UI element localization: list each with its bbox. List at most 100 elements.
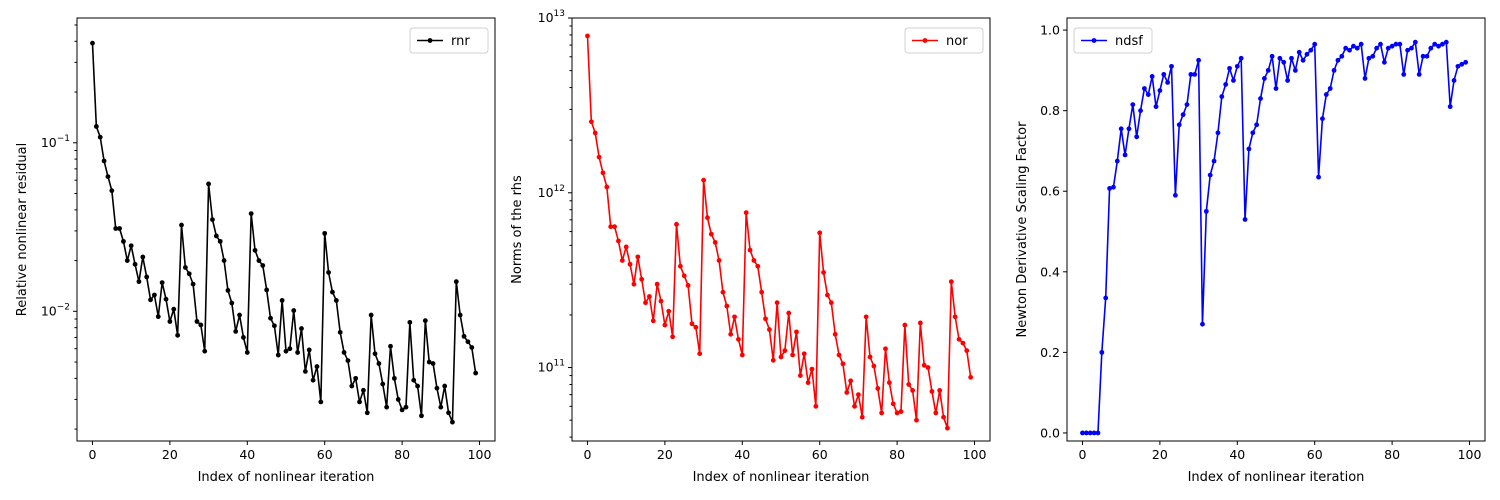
data-point xyxy=(1420,53,1426,59)
data-point xyxy=(948,279,954,285)
data-point xyxy=(333,298,339,303)
data-point xyxy=(1138,108,1143,114)
data-point xyxy=(306,347,312,353)
data-point xyxy=(1447,104,1453,110)
data-point xyxy=(910,388,915,393)
y-tick-label: 0.6 xyxy=(1040,184,1060,199)
data-point xyxy=(786,310,792,316)
data-point xyxy=(1099,349,1105,355)
data-point xyxy=(770,357,776,363)
data-point xyxy=(155,314,161,320)
data-point xyxy=(1463,59,1469,65)
data-point xyxy=(450,419,455,425)
data-point xyxy=(852,403,857,409)
data-point xyxy=(1436,43,1441,49)
data-point xyxy=(136,279,142,285)
data-point xyxy=(705,215,710,221)
data-point xyxy=(1126,126,1132,132)
data-point xyxy=(1335,57,1341,63)
data-point xyxy=(782,348,788,354)
data-point xyxy=(1285,78,1291,83)
data-point xyxy=(291,308,297,313)
data-point xyxy=(318,399,324,405)
data-point xyxy=(1401,72,1407,77)
data-point xyxy=(341,350,347,355)
data-point xyxy=(384,404,390,410)
data-point xyxy=(422,318,428,324)
data-point xyxy=(631,281,637,287)
data-point xyxy=(93,124,99,129)
subplot-3: 0 20 40 60 80 100 0.0 0.2 0.4 0.6 0.8 1.0 Index of n… xyxy=(1015,17,1486,485)
data-point xyxy=(349,383,355,389)
data-point xyxy=(1416,72,1422,77)
data-point xyxy=(1281,59,1287,65)
series-line-nor xyxy=(586,35,972,429)
data-point xyxy=(167,319,173,324)
data-point xyxy=(1393,41,1399,47)
plot-frame xyxy=(1066,17,1486,442)
data-point xyxy=(217,238,223,244)
legend-label: ndsf xyxy=(1115,34,1143,49)
data-point xyxy=(159,280,165,286)
data-point xyxy=(1327,86,1333,91)
data-point xyxy=(1211,158,1217,164)
data-point xyxy=(1250,130,1256,136)
data-point xyxy=(244,350,250,355)
data-point xyxy=(1200,321,1205,327)
data-point xyxy=(1207,172,1213,178)
data-point xyxy=(1424,53,1430,59)
data-point xyxy=(790,352,796,358)
data-point xyxy=(194,319,200,324)
data-point xyxy=(330,289,335,295)
x-tick-label: 100 xyxy=(1458,447,1482,462)
data-point xyxy=(90,40,95,46)
data-point xyxy=(376,361,382,366)
data-point xyxy=(1397,41,1403,47)
data-point xyxy=(1087,430,1093,436)
data-point xyxy=(1149,74,1155,79)
data-point xyxy=(968,374,974,380)
data-point xyxy=(697,351,703,357)
data-point xyxy=(681,273,687,279)
data-point xyxy=(941,414,946,420)
data-point xyxy=(1180,112,1186,118)
data-point xyxy=(616,238,621,244)
data-point xyxy=(264,287,270,293)
data-point xyxy=(836,352,842,358)
data-point xyxy=(337,329,343,335)
x-axis-label: Index of nonlinear iteration xyxy=(1188,470,1365,485)
data-point xyxy=(430,361,436,366)
data-point xyxy=(914,417,919,423)
data-point xyxy=(662,322,668,328)
data-point xyxy=(121,238,126,244)
x-tick-label: 0 xyxy=(89,447,97,462)
data-point xyxy=(1273,86,1279,91)
data-point xyxy=(415,383,420,389)
data-point xyxy=(326,270,331,275)
data-point xyxy=(724,303,730,309)
data-point xyxy=(260,263,266,268)
data-point xyxy=(1219,94,1225,99)
data-point xyxy=(945,425,950,431)
data-point xyxy=(171,306,177,312)
data-point xyxy=(105,174,111,179)
data-point xyxy=(1122,152,1128,158)
data-point xyxy=(859,414,865,420)
y-tick-label: 10−1 xyxy=(41,134,70,150)
data-point xyxy=(1316,174,1321,180)
data-point xyxy=(461,333,467,339)
data-point xyxy=(840,361,846,367)
x-tick-label: 0 xyxy=(1079,447,1087,462)
data-point xyxy=(736,336,741,342)
data-point xyxy=(600,170,606,176)
data-point xyxy=(1385,45,1391,51)
data-point xyxy=(1203,208,1209,214)
data-point xyxy=(1227,65,1232,71)
data-point xyxy=(368,312,374,318)
data-point xyxy=(1354,45,1360,51)
data-point xyxy=(585,33,590,39)
data-point xyxy=(1223,82,1229,87)
data-point xyxy=(256,258,262,263)
data-point xyxy=(608,224,614,230)
data-point xyxy=(685,283,691,288)
